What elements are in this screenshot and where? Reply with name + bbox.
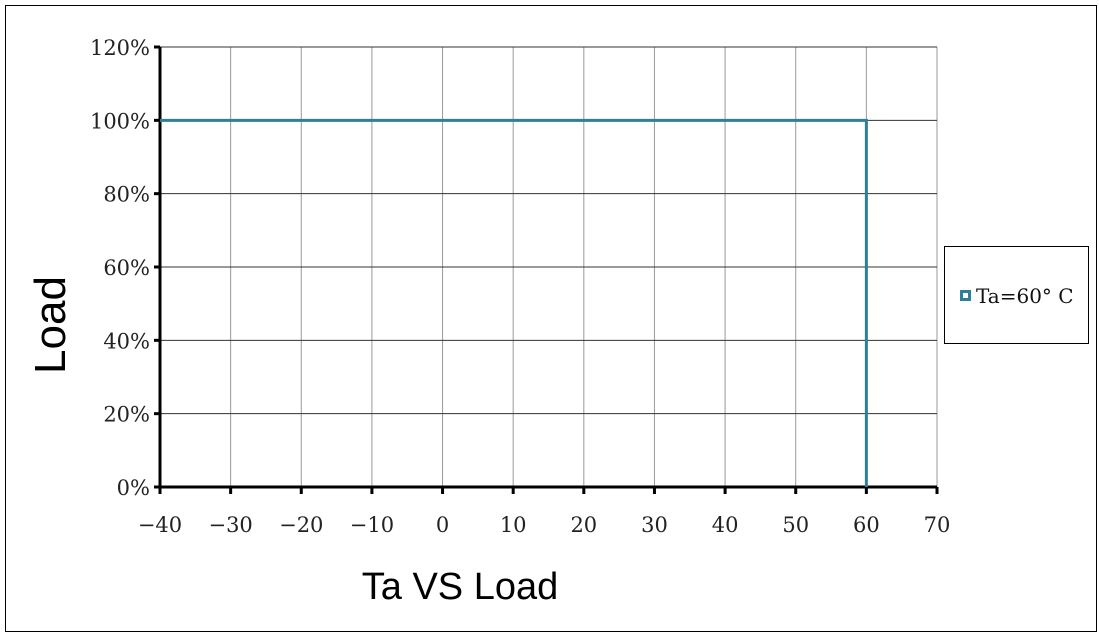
x-tick-label: 60: [853, 513, 880, 537]
x-tick-label: 0: [436, 513, 449, 537]
x-axis-label: Ta VS Load: [361, 566, 559, 608]
y-tick-label: 100%: [90, 109, 150, 133]
y-tick-label: 80%: [103, 183, 150, 207]
legend-swatch: [960, 290, 971, 301]
x-tick-label: 20: [570, 513, 597, 537]
y-tick-label: 20%: [103, 403, 150, 427]
x-tick-label: 70: [924, 513, 951, 537]
x-tick-label: 50: [782, 513, 809, 537]
x-tick-label: −30: [208, 513, 252, 537]
y-axis-label-text: Load: [26, 276, 75, 374]
y-tick-label: 60%: [103, 256, 150, 280]
x-tick-label: 30: [641, 513, 668, 537]
x-tick-label: −40: [138, 513, 182, 537]
chart-legend: Ta=60° C: [944, 246, 1089, 344]
x-tick-label: 10: [500, 513, 527, 537]
legend-entry-label: Ta=60° C: [976, 284, 1074, 308]
y-axis-label: Load: [6, 260, 96, 390]
series-line: [160, 118, 868, 487]
chart-frame: [5, 5, 1097, 632]
x-tick-label: 40: [712, 513, 739, 537]
x-tick-label: −10: [350, 513, 394, 537]
x-tick-label: −20: [279, 513, 323, 537]
y-tick-label: 0%: [117, 476, 150, 500]
y-tick-label: 120%: [90, 36, 150, 60]
y-tick-label: 40%: [103, 329, 150, 353]
